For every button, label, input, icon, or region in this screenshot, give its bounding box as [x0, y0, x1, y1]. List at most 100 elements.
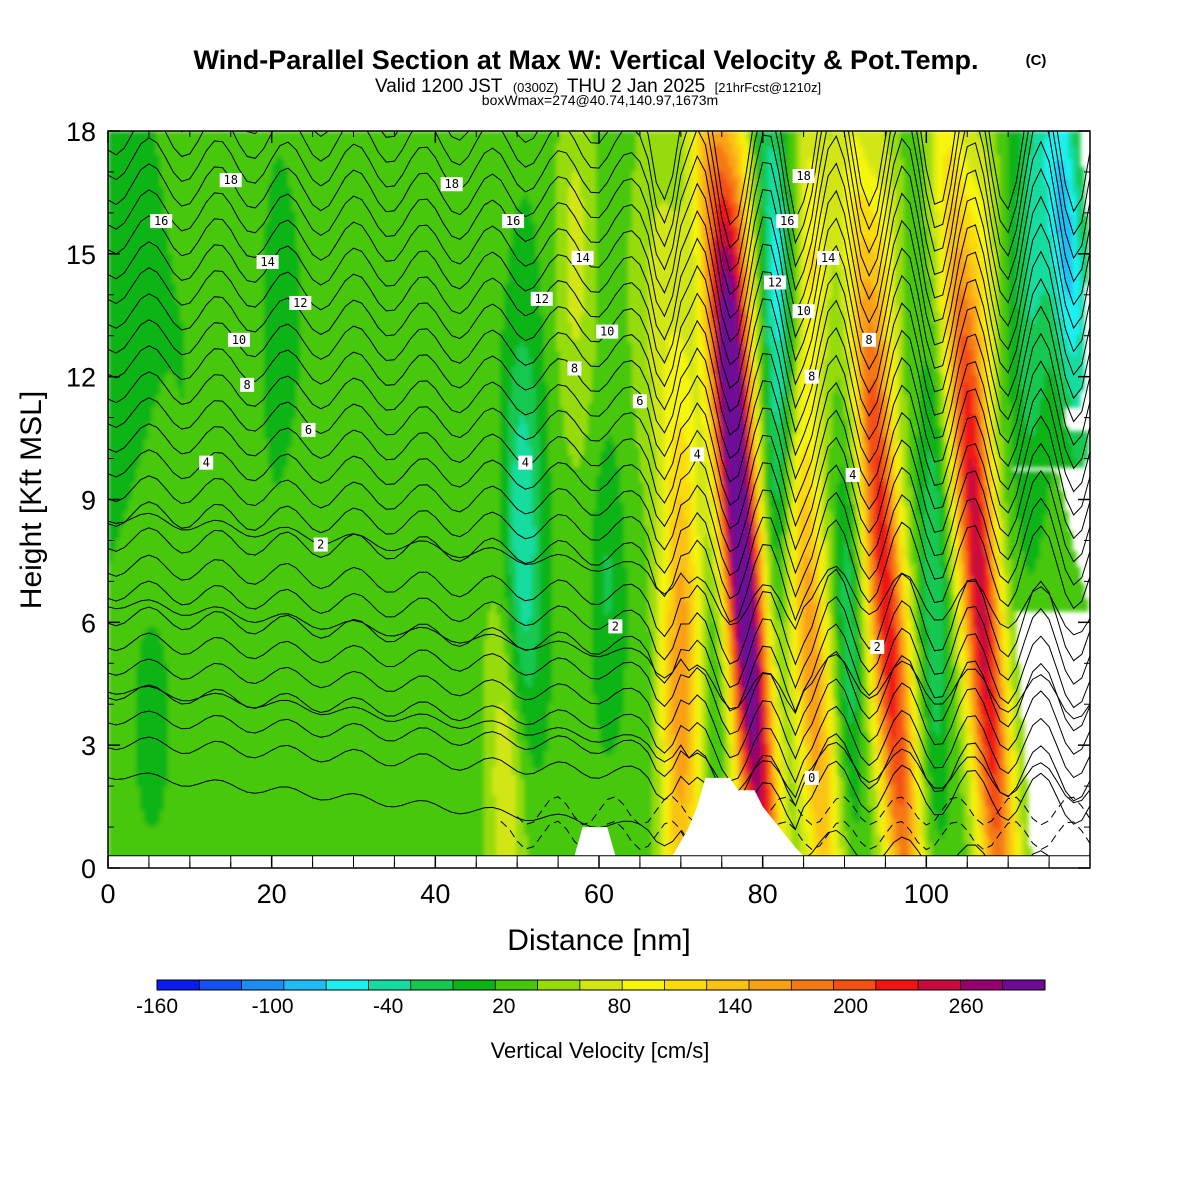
velocity-cell	[964, 227, 977, 232]
velocity-cell	[792, 339, 797, 344]
velocity-cell	[772, 303, 781, 308]
velocity-cell	[652, 411, 665, 416]
velocity-cell	[560, 131, 593, 136]
velocity-cell	[1000, 199, 1009, 204]
velocity-cell	[168, 251, 265, 256]
velocity-cell	[900, 395, 909, 400]
velocity-cell	[784, 375, 789, 380]
velocity-cell	[932, 159, 937, 164]
velocity-cell	[556, 311, 569, 316]
velocity-cell	[984, 391, 989, 396]
velocity-cell	[692, 211, 697, 216]
velocity-cell	[692, 143, 697, 148]
velocity-cell	[536, 235, 557, 240]
velocity-cell	[744, 331, 749, 336]
velocity-cell	[784, 163, 789, 168]
velocity-cell	[1020, 191, 1029, 196]
velocity-cell	[896, 227, 905, 232]
velocity-cell	[788, 315, 793, 320]
velocity-cell	[768, 363, 773, 368]
velocity-cell	[704, 319, 709, 324]
velocity-cell	[784, 379, 789, 384]
velocity-cell	[744, 175, 749, 180]
velocity-cell	[932, 283, 937, 288]
velocity-cell	[1068, 199, 1077, 204]
velocity-cell	[172, 275, 265, 280]
velocity-cell	[760, 311, 765, 316]
velocity-cell	[780, 411, 785, 416]
velocity-cell	[884, 419, 889, 424]
velocity-cell	[720, 271, 725, 276]
velocity-cell	[516, 439, 529, 444]
velocity-cell	[1064, 319, 1081, 324]
velocity-cell	[932, 371, 941, 376]
velocity-cell	[1080, 315, 1085, 320]
velocity-cell	[264, 359, 301, 364]
velocity-cell	[1004, 435, 1013, 440]
velocity-cell	[960, 355, 973, 360]
velocity-cell	[772, 363, 785, 368]
velocity-cell	[648, 267, 697, 272]
velocity-cell	[1028, 271, 1057, 276]
velocity-cell	[752, 343, 757, 348]
velocity-cell	[752, 371, 757, 376]
velocity-cell	[1028, 235, 1053, 240]
velocity-cell	[536, 255, 557, 260]
velocity-cell	[748, 175, 753, 180]
velocity-cell	[976, 375, 981, 380]
velocity-cell	[716, 275, 721, 280]
velocity-cell	[1016, 247, 1029, 252]
velocity-cell	[932, 195, 937, 200]
velocity-cell	[980, 351, 985, 356]
velocity-cell	[892, 259, 897, 264]
velocity-cell	[764, 439, 769, 444]
velocity-cell	[748, 131, 753, 136]
velocity-cell	[1056, 179, 1069, 184]
velocity-cell	[896, 207, 905, 212]
velocity-cell	[852, 411, 857, 416]
velocity-cell	[632, 379, 653, 384]
velocity-cell	[176, 283, 265, 288]
velocity-cell	[788, 295, 793, 300]
velocity-cell	[904, 267, 929, 272]
velocity-cell	[692, 191, 697, 196]
velocity-cell	[784, 247, 789, 252]
velocity-cell	[580, 331, 597, 336]
velocity-cell	[708, 291, 713, 296]
velocity-cell	[708, 343, 713, 348]
velocity-cell	[744, 259, 749, 264]
velocity-cell	[1028, 275, 1057, 280]
velocity-cell	[804, 267, 809, 272]
velocity-cell	[1072, 143, 1081, 148]
velocity-cell	[784, 239, 789, 244]
velocity-cell	[852, 239, 861, 244]
velocity-cell	[1000, 203, 1009, 208]
velocity-cell	[716, 407, 721, 412]
velocity-cell	[788, 175, 797, 180]
velocity-cell	[796, 219, 801, 224]
velocity-cell	[704, 187, 709, 192]
box-wmax-text: boxWmax=274@40.74,140.97,1673m	[482, 92, 718, 108]
velocity-cell	[744, 287, 749, 292]
velocity-cell	[744, 223, 749, 228]
velocity-cell	[816, 435, 825, 440]
velocity-cell	[876, 395, 885, 400]
velocity-cell	[728, 275, 737, 280]
velocity-cell	[1056, 219, 1073, 224]
velocity-cell	[108, 375, 165, 380]
velocity-cell	[1068, 295, 1073, 300]
velocity-cell	[884, 375, 889, 380]
velocity-cell	[712, 151, 725, 156]
velocity-cell	[696, 291, 701, 296]
velocity-cell	[804, 235, 825, 240]
velocity-cell	[508, 439, 517, 444]
velocity-cell	[932, 155, 937, 160]
velocity-cell	[984, 355, 989, 360]
velocity-cell	[996, 335, 1001, 340]
velocity-cell	[744, 371, 749, 376]
velocity-cell	[736, 327, 741, 332]
velocity-cell	[880, 411, 885, 416]
velocity-cell	[844, 331, 849, 336]
velocity-cell	[684, 191, 693, 196]
velocity-cell	[932, 375, 941, 380]
